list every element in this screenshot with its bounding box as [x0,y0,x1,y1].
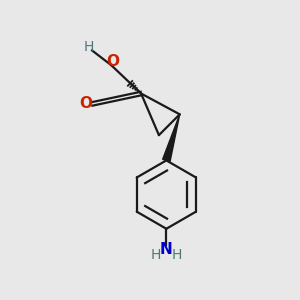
Text: N: N [160,242,173,257]
Polygon shape [163,114,180,161]
Text: O: O [79,96,92,111]
Text: H: H [84,40,94,54]
Text: H: H [172,248,182,262]
Text: O: O [106,54,119,69]
Text: H: H [151,248,161,262]
